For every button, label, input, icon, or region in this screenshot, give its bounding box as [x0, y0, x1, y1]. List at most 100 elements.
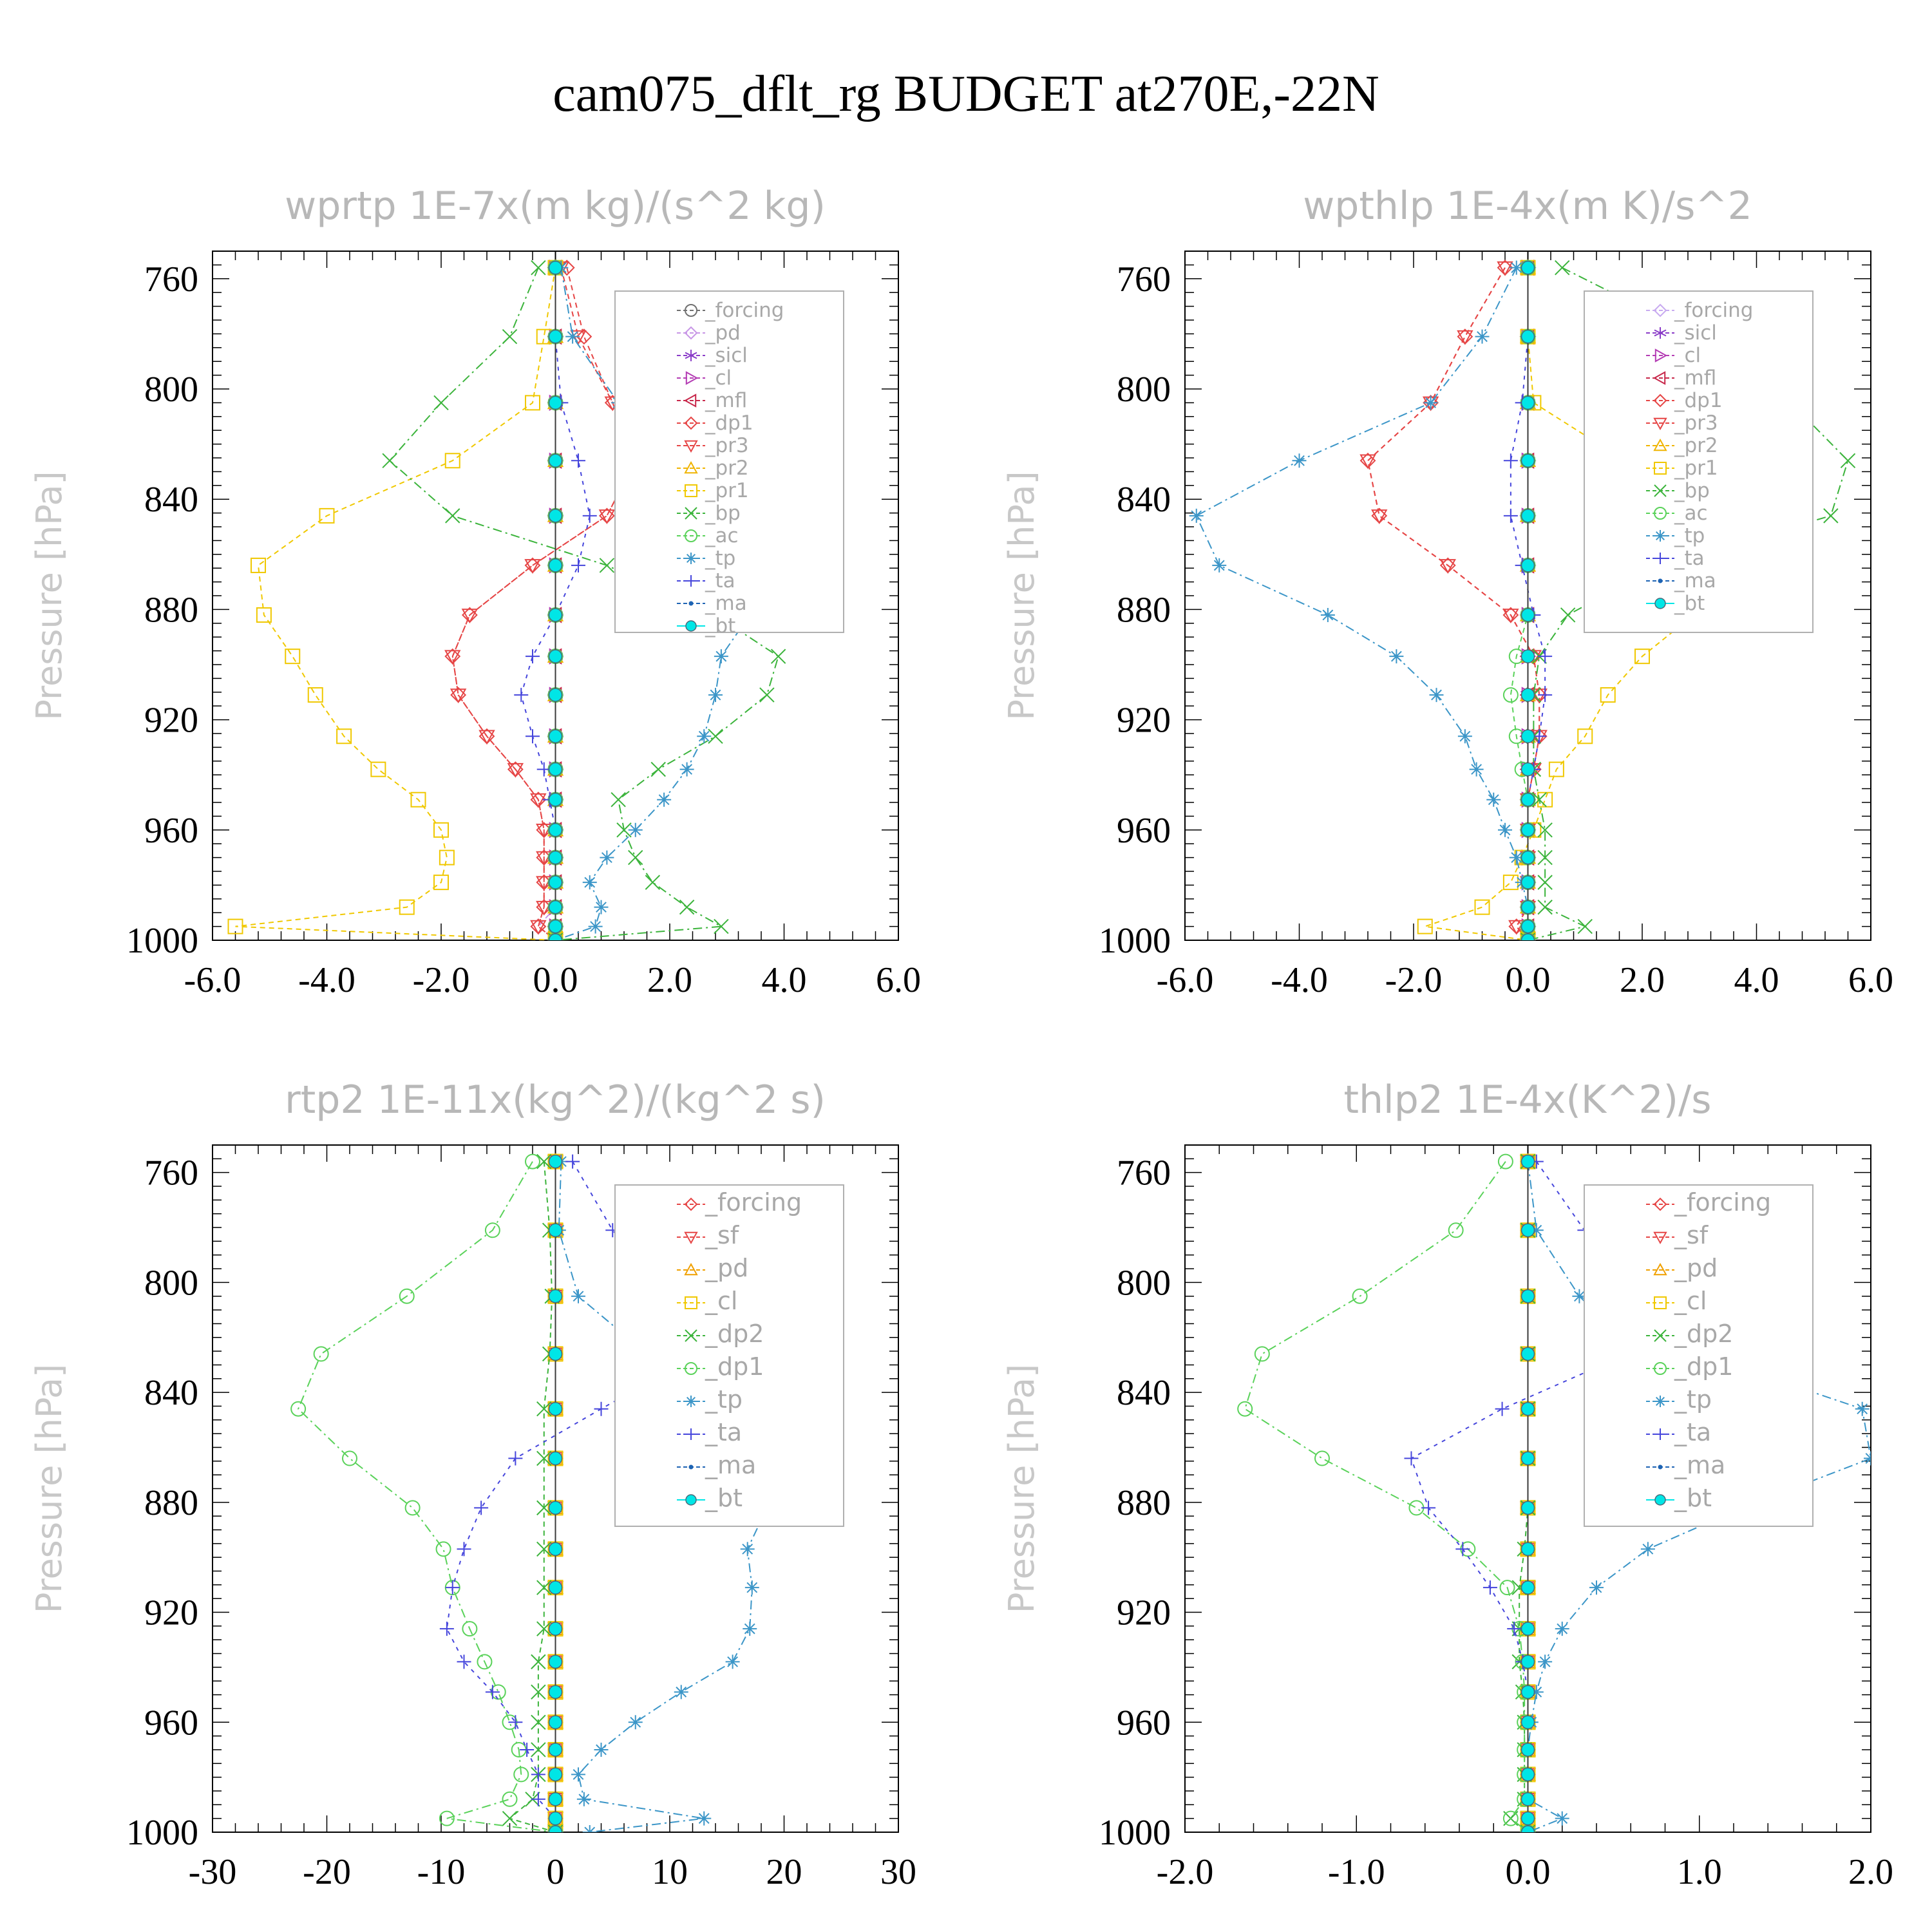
legend-marker-tp — [1654, 1396, 1666, 1407]
x-tick-label: 0.0 — [533, 960, 578, 1000]
legend-marker-dp1 — [685, 1362, 697, 1375]
data-point-bp — [531, 260, 546, 276]
data-point-bt — [548, 260, 563, 275]
chart-panels: wprtp 1E-7x(m kg)/(s^2 kg) Pressure [hPa]… — [29, 184, 1893, 1892]
data-point-pr1 — [439, 849, 455, 866]
data-point-bp — [628, 849, 643, 866]
series-line-bp — [1528, 267, 1849, 940]
x-tick-label: 30 — [880, 1852, 916, 1892]
data-point-bt — [1520, 1223, 1535, 1238]
x-tick-label: -20 — [303, 1852, 351, 1892]
data-point-pr1 — [1634, 649, 1650, 665]
y-tick-label: 960 — [1117, 811, 1171, 851]
panel-title: rtp2 1E-11x(kg^2)/(kg^2 s) — [285, 1077, 826, 1122]
data-point-bt — [1520, 823, 1535, 837]
data-point-ta — [520, 1742, 535, 1757]
data-point-tp — [628, 822, 643, 837]
data-point-bt — [1520, 1792, 1535, 1806]
data-point-bt — [1520, 1289, 1535, 1303]
series-line-dp1 — [297, 1161, 556, 1832]
data-point-bp — [714, 918, 729, 934]
data-point-bt — [548, 1347, 563, 1361]
legend-label-bp: _bp — [705, 502, 741, 525]
y-tick-label: 1000 — [126, 921, 198, 961]
data-point-dp1 — [1499, 1580, 1515, 1596]
data-point-tp — [588, 919, 603, 934]
chart-panel-1: wprtp 1E-7x(m kg)/(s^2 kg) Pressure [hPa]… — [29, 184, 921, 1000]
data-point-tp — [1423, 395, 1438, 410]
data-point-bt — [548, 649, 563, 663]
data-point-dp1 — [576, 328, 592, 345]
legend-marker-cl — [1654, 348, 1668, 363]
legend-box — [614, 290, 844, 633]
data-point-bp — [1537, 899, 1553, 915]
panel-title: thlp2 1E-4x(K^2)/s — [1343, 1077, 1711, 1122]
data-point-tp — [582, 875, 597, 890]
y-tick-label: 800 — [1117, 1263, 1171, 1303]
series-group — [227, 259, 820, 940]
x-tick-label: -4.0 — [1271, 960, 1328, 1000]
data-point-bt — [1520, 933, 1535, 940]
legend-label-ta: _ta — [1674, 1418, 1711, 1446]
x-tick-label: 20 — [766, 1852, 802, 1892]
legend-label-forcing: _forcing — [1674, 1188, 1771, 1217]
legend-label-bt: _bt — [1674, 1484, 1712, 1512]
chart-panel-4: thlp2 1E-4x(K^2)/s Pressure [hPa] 760 800 84… — [1001, 1077, 1893, 1892]
data-point-dp1 — [290, 1401, 307, 1417]
data-point-tp — [1469, 762, 1484, 777]
legend-label-ac: _ac — [705, 524, 739, 547]
data-point-tp — [594, 900, 609, 914]
legend-marker-mfl — [1653, 371, 1666, 385]
data-point-dp2 — [536, 1580, 552, 1595]
data-point-ta — [1503, 453, 1518, 468]
data-point-bt — [548, 762, 563, 777]
x-tick-label: -2.0 — [1385, 960, 1443, 1000]
panel-title: wpthlp 1E-4x(m K)/s^2 — [1303, 184, 1752, 229]
x-tick-label: 6.0 — [1848, 960, 1893, 1000]
data-point-dp1 — [1448, 1222, 1464, 1238]
data-point-pr1 — [319, 507, 335, 524]
data-point-tp — [576, 1792, 591, 1806]
data-point-tp — [1320, 607, 1335, 622]
data-point-bt — [548, 933, 563, 940]
data-point-bt — [548, 900, 563, 914]
data-point-pr3 — [530, 793, 547, 808]
legend-label-sicl: _sicl — [705, 344, 748, 367]
data-point-bt — [1520, 1542, 1535, 1557]
legend-label-bt: _bt — [705, 1484, 743, 1512]
data-point-tp — [1555, 1811, 1569, 1826]
chart-panel-2: wpthlp 1E-4x(m K)/s^2 Pressure [hPa] 760 80… — [1001, 184, 1893, 1000]
legend-marker-forcing — [1653, 303, 1667, 317]
data-point-bt — [548, 688, 563, 702]
data-point-dp1 — [1237, 1401, 1253, 1417]
data-point-ta — [445, 1580, 460, 1595]
y-tick-label: 800 — [144, 1263, 198, 1303]
data-point-bp — [445, 508, 460, 524]
y-tick-label: 800 — [1117, 370, 1171, 410]
data-point-dp2 — [531, 1714, 546, 1730]
x-tick-label: 2.0 — [1620, 960, 1665, 1000]
legend-label-bp: _bp — [1674, 479, 1710, 502]
legend-label-cl: _cl — [705, 366, 732, 390]
data-point-bt — [548, 919, 563, 934]
legend: _forcing _sf _pd _cl _dp2 _dp1 _tp _ta _ma _bt — [1584, 1184, 1814, 1527]
series-line-bp — [388, 267, 779, 940]
x-tick-label: 4.0 — [762, 960, 807, 1000]
data-point-bp — [770, 649, 786, 664]
data-point-dp1 — [513, 1766, 529, 1783]
data-point-bt — [1520, 900, 1535, 914]
data-point-bp — [759, 687, 775, 703]
data-point-pr1 — [399, 899, 415, 915]
data-point-bt — [1520, 1685, 1535, 1700]
legend-marker-forcing — [1653, 1197, 1667, 1211]
y-tick-label: 840 — [144, 480, 198, 520]
data-point-ta — [508, 1451, 523, 1466]
legend: _forcing _sf _pd _cl _dp2 _dp1 _tp _ta _ma _bt — [614, 1184, 844, 1527]
y-tick-label: 960 — [144, 811, 198, 851]
data-point-bt — [548, 509, 563, 523]
data-point-dp1 — [435, 1541, 451, 1557]
legend-label-tp: _tp — [1674, 1385, 1712, 1414]
x-tick-label: -30 — [189, 1852, 237, 1892]
data-point-tp — [1572, 1289, 1587, 1303]
